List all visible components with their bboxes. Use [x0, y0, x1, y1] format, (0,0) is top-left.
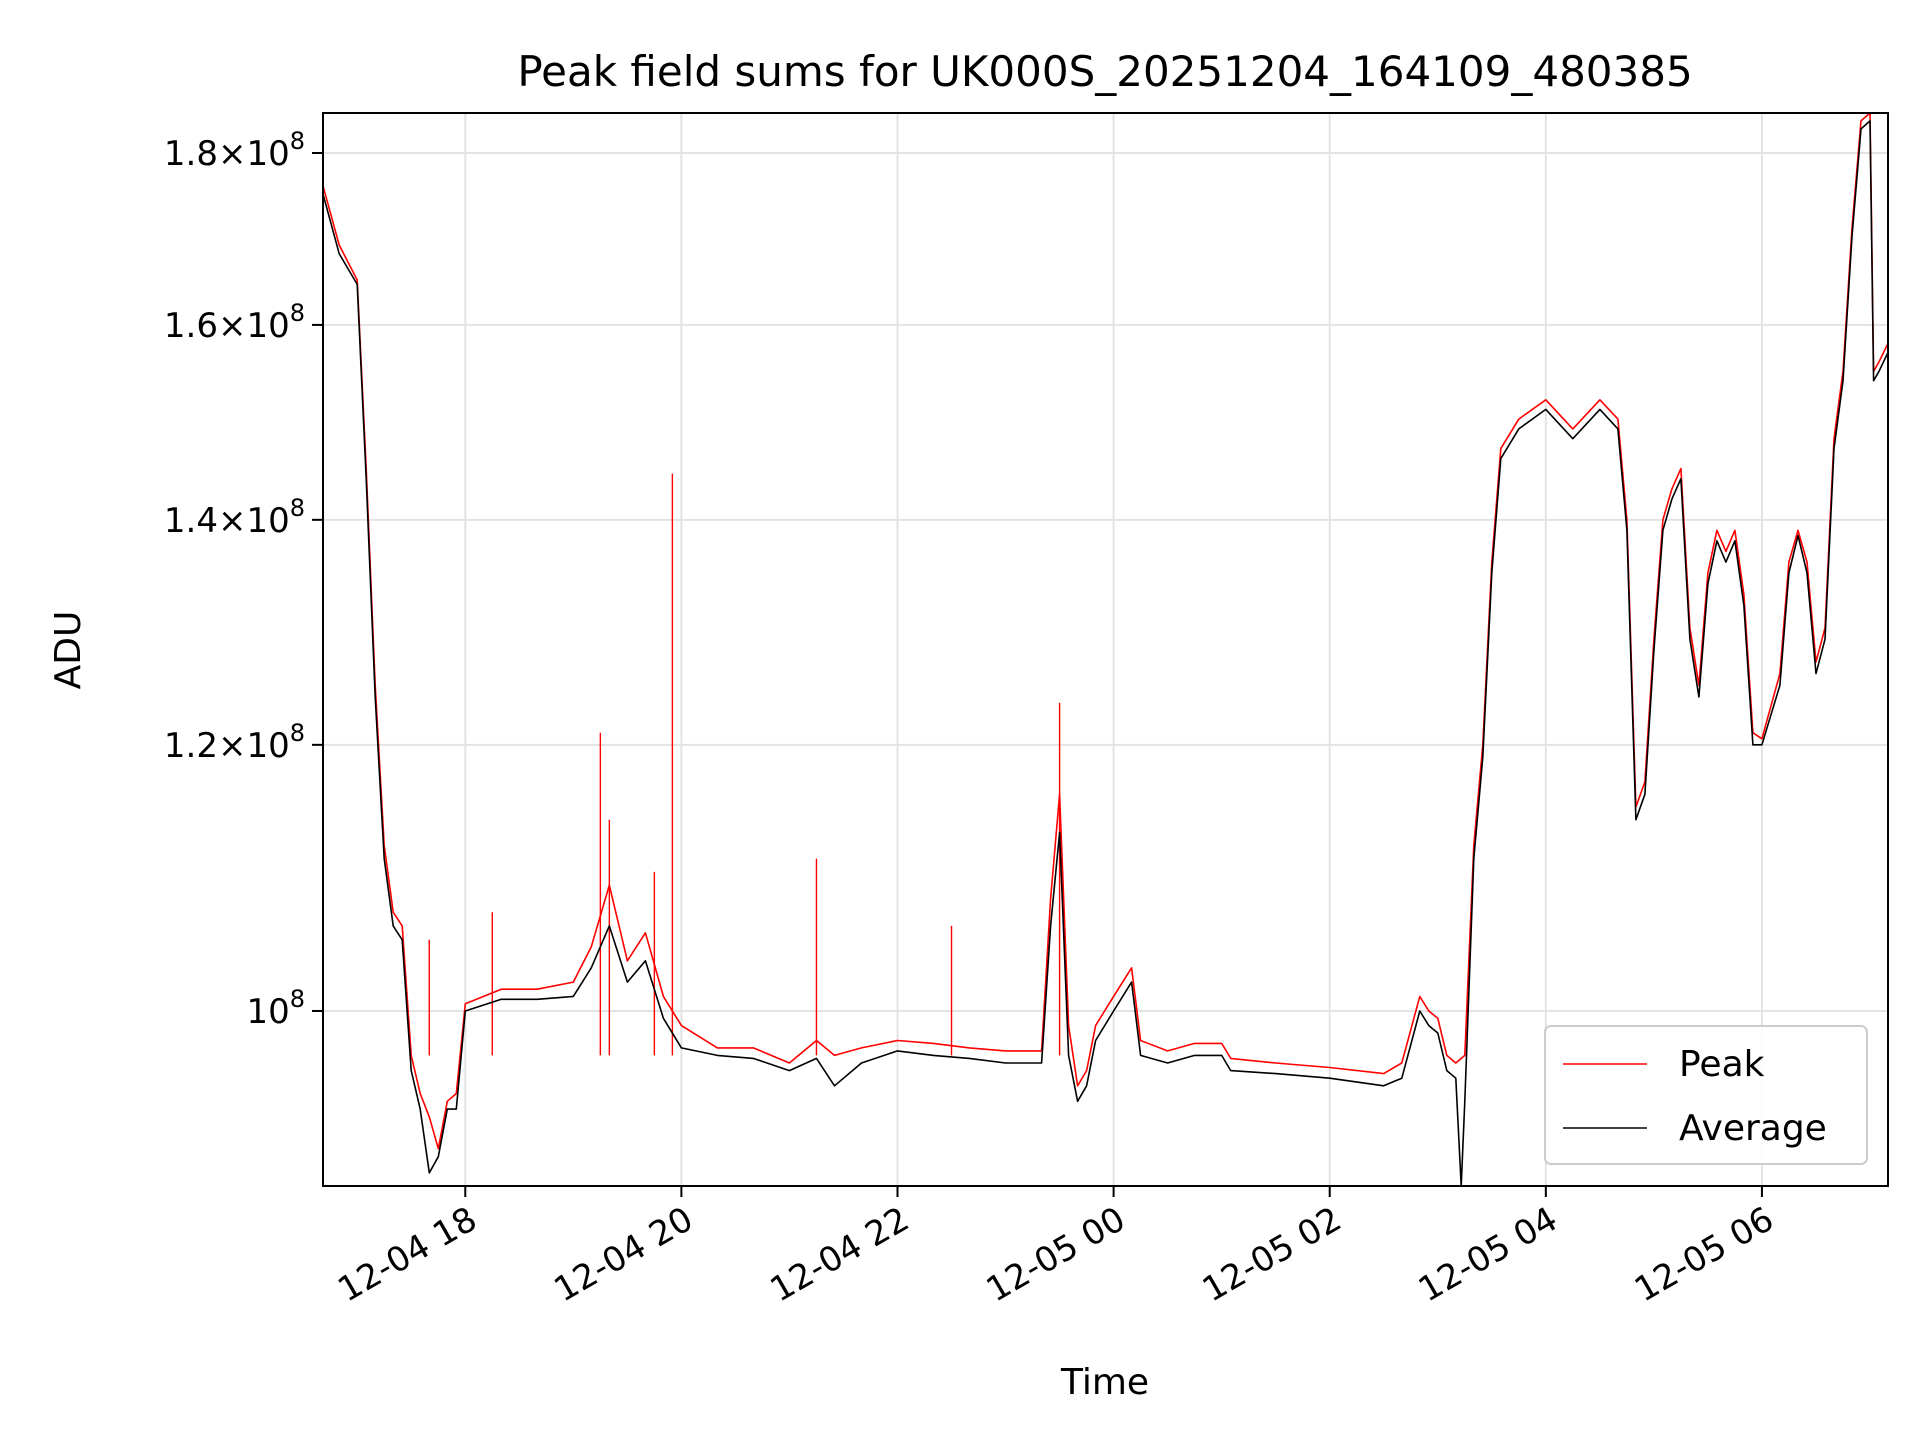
y-tick-exponent: 8 [290, 719, 305, 747]
plot-frame [322, 112, 1889, 1187]
y-axis-label: ADU [48, 611, 89, 690]
y-tick-label: 1.8×108 [164, 127, 305, 174]
y-tick-label: 1.2×108 [164, 719, 305, 766]
legend-box [1544, 1025, 1868, 1165]
y-tick-exponent: 8 [290, 127, 305, 155]
y-tick-base: 10 [246, 992, 289, 1032]
legend-label-average: Average [1679, 1108, 1827, 1149]
y-tick-exponent: 8 [290, 985, 305, 1013]
y-tick-label: 108 [246, 985, 305, 1032]
series-line-average [322, 120, 1889, 1187]
series-layer [322, 112, 1889, 1187]
x-axis-label: Time [1060, 1362, 1149, 1403]
chart-title: Peak field sums for UK000S_20251204_1641… [517, 47, 1692, 96]
series-line-peak [322, 112, 1889, 1150]
legend: Peak Average [1544, 1025, 1868, 1165]
y-tick-label: 1.4×108 [164, 494, 305, 541]
y-tick-exponent: 8 [290, 299, 305, 327]
legend-label-peak: Peak [1679, 1044, 1765, 1085]
y-tick-label: 1.6×108 [164, 299, 305, 346]
y-tick-exponent: 8 [290, 494, 305, 522]
y-tick-base: 1.2×10 [164, 726, 290, 766]
y-tick-base: 1.6×10 [164, 306, 290, 346]
y-tick-base: 1.4×10 [164, 501, 290, 541]
y-tick-base: 1.8×10 [164, 134, 290, 174]
